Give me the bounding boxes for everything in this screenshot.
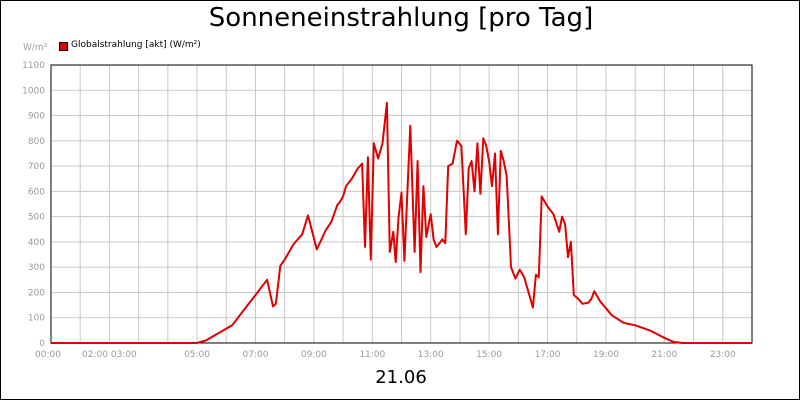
y-tick-label: 600 (28, 187, 45, 197)
y-tick-label: 700 (28, 162, 45, 172)
chart-title: Sonneneinstrahlung [pro Tag] (208, 3, 594, 33)
y-tick-label: 1100 (22, 61, 45, 71)
y-tick-label: 300 (28, 263, 45, 273)
x-tick-label: 23:00 (710, 350, 736, 360)
series-line (51, 101, 752, 344)
y-tick-label: 200 (28, 288, 45, 298)
x-tick-label: 17:00 (535, 350, 561, 360)
x-tick-label: 09:00 (301, 350, 327, 360)
x-tick-label: 15:00 (476, 350, 502, 360)
legend-swatch (59, 42, 68, 51)
x-tick-label: 07:00 (242, 350, 268, 360)
y-tick-label: 100 (28, 314, 45, 324)
date-label: 21.06 (375, 367, 427, 388)
x-tick-label: 11:00 (359, 350, 385, 360)
y-tick-label: 400 (28, 238, 45, 248)
y-tick-label: 1000 (22, 86, 45, 96)
x-tick-label: 19:00 (593, 350, 619, 360)
x-tick-label: 13:00 (418, 350, 444, 360)
x-tick-label: 00:00 (35, 350, 61, 360)
plot-border (50, 64, 753, 344)
x-tick-label: 02:00 03:00 (82, 350, 137, 360)
y-unit-label: W/m² (23, 43, 48, 53)
y-tick-label: 500 (28, 213, 45, 223)
y-tick-label: 900 (28, 112, 45, 122)
x-tick-label: 05:00 (184, 350, 210, 360)
legend-label: Globalstrahlung [akt] (W/m²) (71, 40, 201, 50)
y-tick-label: 800 (28, 137, 45, 147)
y-tick-label: 0 (39, 339, 45, 349)
x-tick-label: 21:00 (651, 350, 677, 360)
